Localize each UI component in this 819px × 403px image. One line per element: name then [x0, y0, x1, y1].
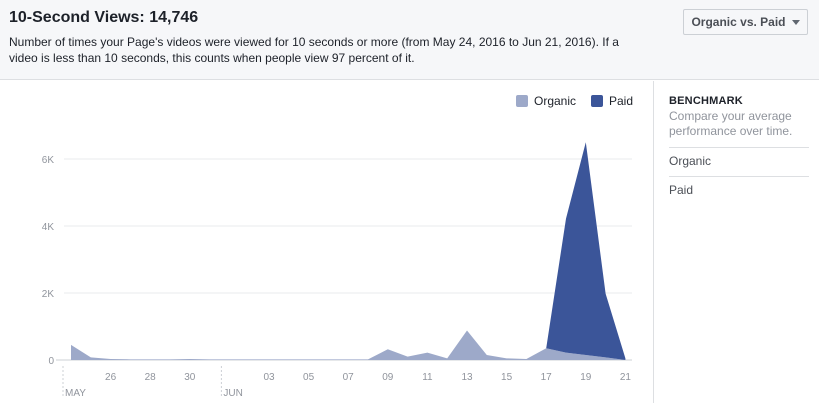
paid-swatch	[591, 95, 603, 107]
x-tick-label: 28	[145, 372, 157, 383]
chart-description: Number of times your Page's videos were …	[9, 35, 619, 65]
views-area-chart: 0 2K 4K 6K 26 28 30 03 05 07 09 11 13 15 17 19 21 MAY JUN	[42, 142, 632, 399]
y-tick-label: 6K	[42, 155, 55, 166]
x-tick-label: 30	[184, 372, 196, 383]
organic-series-area	[71, 330, 626, 360]
legend-organic[interactable]: Organic	[516, 94, 576, 108]
legend-paid[interactable]: Paid	[591, 94, 633, 108]
y-tick-label: 0	[48, 356, 54, 367]
page-title: 10-Second Views: 14,746	[9, 9, 199, 26]
x-tick-label: 19	[580, 372, 592, 383]
x-tick-label: 03	[263, 372, 275, 383]
x-tick-label: 26	[105, 372, 117, 383]
paid-series-area	[546, 142, 626, 360]
benchmark-title: BENCHMARK	[669, 95, 743, 107]
benchmark-panel: BENCHMARK Compare your average performan…	[669, 95, 809, 205]
y-tick-label: 2K	[42, 289, 55, 300]
legend-organic-label: Organic	[534, 94, 577, 108]
organic-vs-paid-dropdown[interactable]: Organic vs. Paid	[683, 9, 808, 35]
x-tick-label: 07	[343, 372, 355, 383]
month-label: JUN	[223, 388, 242, 399]
chevron-down-icon	[791, 19, 800, 25]
x-tick-label: 05	[303, 372, 315, 383]
x-tick-label: 13	[461, 372, 473, 383]
organic-swatch	[516, 95, 528, 107]
x-tick-label: 17	[541, 372, 553, 383]
x-tick-label: 09	[382, 372, 394, 383]
x-tick-label: 11	[422, 372, 433, 383]
dropdown-label: Organic vs. Paid	[691, 15, 786, 29]
x-tick-label: 21	[620, 372, 632, 383]
legend-paid-label: Paid	[609, 94, 634, 108]
month-label: MAY	[65, 388, 86, 399]
x-tick-label: 15	[501, 372, 513, 383]
benchmark-item-organic[interactable]: Organic	[669, 148, 809, 177]
benchmark-description: Compare your average performance over ti…	[669, 109, 809, 148]
chart-panel	[0, 81, 654, 403]
y-tick-label: 4K	[42, 222, 55, 233]
benchmark-item-paid[interactable]: Paid	[669, 183, 694, 197]
chart-header: 10-Second Views: 14,746 Number of times …	[0, 0, 819, 80]
